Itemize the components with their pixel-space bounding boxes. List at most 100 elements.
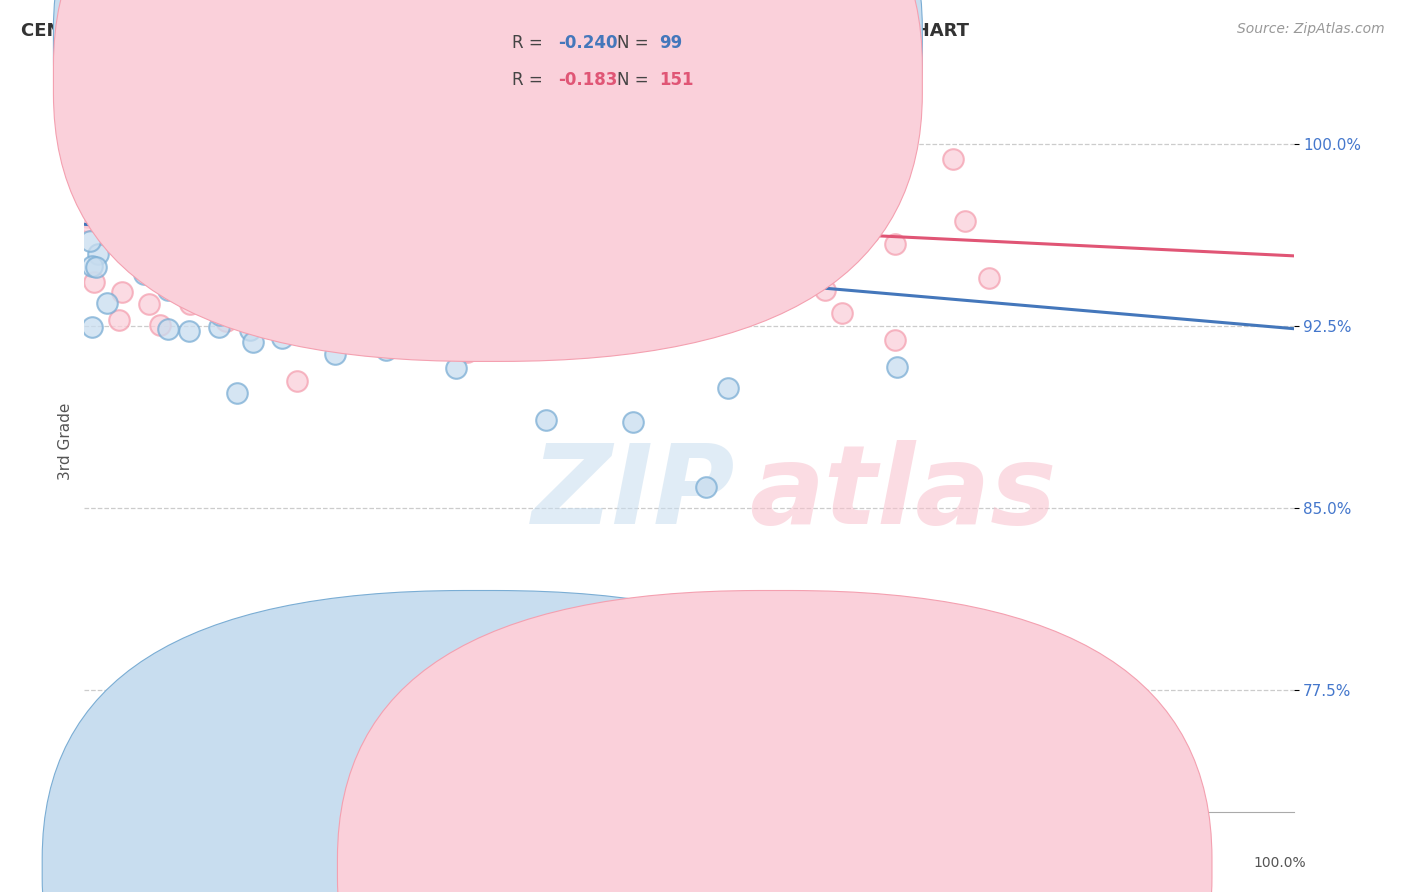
Point bbox=[285, 374, 308, 388]
Point bbox=[183, 132, 205, 146]
Point bbox=[117, 207, 139, 221]
Point bbox=[136, 160, 159, 174]
Point bbox=[315, 170, 337, 185]
Point bbox=[762, 155, 785, 169]
Point bbox=[343, 215, 366, 229]
Point bbox=[793, 221, 815, 235]
Point bbox=[157, 322, 180, 336]
Point bbox=[291, 221, 314, 235]
Point bbox=[276, 114, 298, 128]
Point bbox=[307, 293, 329, 308]
Point bbox=[350, 228, 373, 243]
Point bbox=[240, 160, 263, 174]
Point bbox=[339, 119, 361, 133]
Point bbox=[668, 186, 690, 200]
Point bbox=[434, 255, 457, 269]
Point bbox=[75, 213, 97, 227]
Point bbox=[377, 328, 399, 343]
Point bbox=[129, 219, 152, 234]
Text: ZIP: ZIP bbox=[531, 440, 735, 547]
Point bbox=[208, 320, 231, 334]
Point bbox=[108, 224, 131, 238]
Point bbox=[382, 252, 405, 266]
Point bbox=[325, 291, 347, 305]
Point bbox=[883, 236, 905, 251]
Point bbox=[579, 208, 602, 222]
Y-axis label: 3rd Grade: 3rd Grade bbox=[58, 403, 73, 480]
Point bbox=[136, 233, 159, 247]
Point bbox=[188, 200, 211, 214]
Point bbox=[717, 381, 740, 395]
Point bbox=[122, 243, 145, 257]
Point bbox=[278, 215, 301, 229]
Point bbox=[93, 154, 115, 169]
Point bbox=[281, 202, 304, 217]
Point bbox=[219, 155, 242, 169]
Point bbox=[221, 284, 243, 298]
Point bbox=[271, 330, 294, 344]
Point bbox=[301, 258, 323, 272]
Point bbox=[80, 319, 103, 334]
Point bbox=[443, 219, 465, 234]
Point bbox=[229, 118, 252, 132]
Point bbox=[246, 246, 269, 260]
Point bbox=[578, 299, 600, 313]
Point bbox=[711, 231, 734, 245]
Point bbox=[174, 228, 197, 243]
Point bbox=[107, 225, 129, 239]
Point bbox=[240, 112, 263, 127]
Point bbox=[80, 259, 103, 273]
Point bbox=[111, 285, 134, 299]
Point bbox=[231, 195, 253, 210]
Point bbox=[239, 323, 262, 337]
Point bbox=[766, 294, 789, 309]
Point bbox=[209, 308, 232, 322]
Point bbox=[557, 219, 579, 234]
Point bbox=[149, 318, 172, 332]
Point bbox=[831, 306, 853, 320]
Point bbox=[135, 169, 157, 184]
Point bbox=[194, 241, 217, 255]
Point bbox=[457, 228, 479, 243]
Point bbox=[803, 115, 825, 129]
Point bbox=[201, 237, 224, 252]
Point bbox=[471, 130, 494, 145]
Point bbox=[176, 234, 198, 248]
Point bbox=[491, 203, 513, 218]
Point bbox=[183, 174, 205, 188]
Point bbox=[217, 146, 239, 161]
Point bbox=[299, 200, 322, 214]
Point bbox=[132, 201, 155, 215]
Point bbox=[202, 120, 225, 135]
Point bbox=[167, 158, 190, 172]
Point bbox=[378, 174, 401, 188]
Point bbox=[778, 202, 800, 216]
Point bbox=[87, 247, 110, 261]
Point bbox=[239, 153, 262, 168]
Point bbox=[449, 125, 471, 139]
Point bbox=[309, 285, 332, 299]
Point bbox=[375, 343, 398, 357]
Point bbox=[97, 219, 120, 234]
Point bbox=[162, 202, 184, 217]
Point bbox=[260, 193, 283, 207]
Point bbox=[761, 164, 783, 178]
Point bbox=[277, 180, 299, 194]
Point bbox=[491, 286, 513, 301]
Point bbox=[387, 288, 409, 302]
Point bbox=[858, 225, 880, 239]
Point bbox=[381, 168, 404, 182]
Point bbox=[405, 310, 427, 325]
Point bbox=[253, 168, 276, 182]
Point bbox=[145, 129, 167, 144]
Point bbox=[519, 260, 541, 275]
Point bbox=[883, 334, 905, 348]
Point bbox=[266, 173, 288, 187]
Point bbox=[322, 319, 344, 334]
Point bbox=[103, 112, 125, 127]
Point bbox=[204, 253, 226, 268]
Point bbox=[179, 297, 201, 311]
Point bbox=[322, 173, 344, 187]
Point bbox=[827, 162, 849, 177]
Point bbox=[356, 112, 378, 127]
